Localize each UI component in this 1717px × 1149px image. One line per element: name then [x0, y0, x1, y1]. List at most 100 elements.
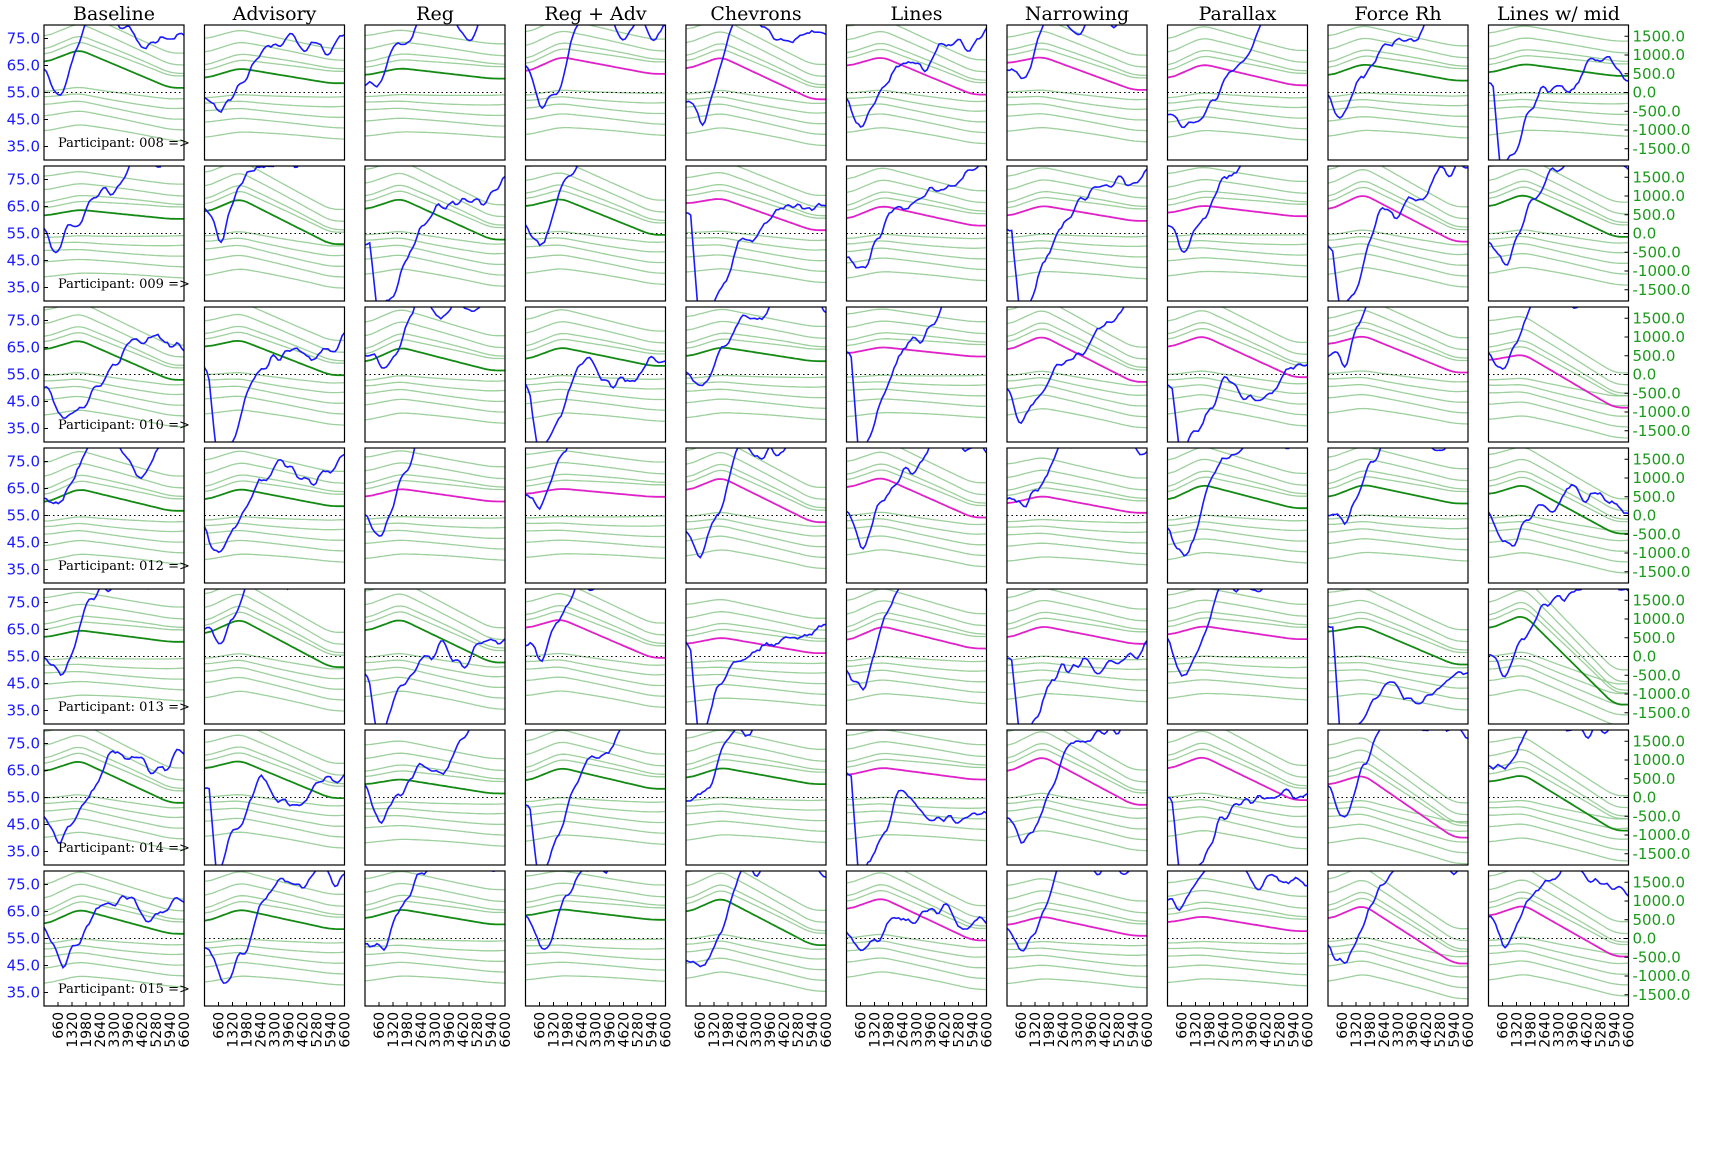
speed-line — [1328, 448, 1447, 526]
panel — [845, 588, 988, 725]
percentile-band-line — [204, 325, 345, 362]
percentile-band-line — [1167, 830, 1308, 850]
right-tick-label: 500.0 — [1633, 488, 1676, 506]
panel-frame — [364, 306, 506, 443]
speed-line — [204, 773, 345, 865]
percentile-band-line — [365, 398, 505, 413]
panel-frame — [364, 729, 506, 866]
percentile-band-line — [365, 388, 505, 403]
percentile-band-line — [204, 900, 345, 918]
percentile-band-line — [525, 894, 666, 906]
mean-trajectory-line — [1007, 205, 1147, 222]
mean-trajectory-line — [44, 209, 184, 220]
x-tick-label: 1320 — [65, 1012, 81, 1048]
percentile-band-line — [525, 796, 666, 803]
percentile-band-line — [1488, 340, 1629, 394]
percentile-band-line — [1488, 799, 1629, 820]
panel-background — [525, 871, 666, 1006]
percentile-band-line — [44, 450, 184, 477]
participant-label: Participant: 009 => — [58, 277, 190, 292]
panel — [1006, 870, 1148, 1007]
x-tick-label: 3960 — [603, 1012, 619, 1048]
speed-line — [204, 871, 345, 984]
percentile-band-line — [365, 529, 505, 540]
mean-trajectory-line — [686, 767, 826, 785]
percentile-band-line — [1007, 179, 1147, 199]
right-tick-label: -1000.0 — [1633, 544, 1691, 562]
x-tick-label: 2640 — [93, 1012, 109, 1048]
right-tick-label: -1000.0 — [1633, 967, 1691, 985]
right-tick-label: 500.0 — [1633, 65, 1676, 83]
panel-frame — [1327, 729, 1469, 866]
x-tick-label: 660 — [1335, 1012, 1351, 1039]
percentile-band-line — [846, 758, 987, 769]
percentile-band-line — [1007, 679, 1147, 692]
percentile-band-line — [846, 320, 987, 335]
percentile-band-line — [846, 113, 987, 134]
percentile-band-line — [44, 938, 184, 946]
percentile-band-line — [1488, 837, 1629, 862]
percentile-band-line — [1167, 55, 1308, 74]
speed-line — [1328, 307, 1367, 369]
panel — [1327, 870, 1469, 1007]
percentile-band-line — [686, 49, 826, 88]
percentile-band-line — [365, 184, 505, 226]
panel-background — [686, 307, 826, 442]
percentile-band-line — [1007, 233, 1147, 238]
percentile-band-line — [525, 975, 666, 982]
percentile-band-line — [204, 938, 345, 944]
panel — [1166, 588, 1309, 725]
percentile-band-line — [525, 666, 666, 687]
percentile-band-line — [44, 657, 184, 661]
x-tick-label: 3960 — [1405, 1012, 1421, 1048]
percentile-band-line — [1007, 617, 1147, 633]
panel — [845, 165, 988, 302]
panel-frame — [203, 306, 346, 443]
left-tick-label: 75.0 — [7, 594, 40, 612]
percentile-band-line — [1167, 129, 1308, 141]
panel — [524, 870, 667, 1007]
percentile-band-line — [1488, 675, 1629, 716]
percentile-band-line — [525, 268, 666, 286]
percentile-band-line — [44, 516, 184, 523]
panel-background — [1007, 166, 1147, 301]
percentile-band-line — [1167, 792, 1308, 808]
percentile-band-line — [686, 599, 826, 619]
panel-frame — [1327, 588, 1469, 725]
percentile-band-line — [204, 895, 345, 916]
panel-frame — [1327, 447, 1469, 584]
left-tick-label: 75.0 — [7, 30, 40, 48]
mean-trajectory-line — [846, 477, 987, 519]
x-tick-label: 3960 — [1084, 1012, 1100, 1048]
percentile-band-line — [846, 374, 987, 378]
speed-line — [365, 871, 497, 952]
percentile-band-line — [1007, 191, 1147, 208]
panel-frame — [364, 24, 506, 161]
x-tick-label: 6600 — [177, 1012, 193, 1048]
percentile-band-line — [44, 272, 184, 279]
percentile-band-line — [204, 666, 345, 690]
percentile-band-line — [1167, 692, 1308, 701]
left-tick-label: 65.0 — [7, 57, 40, 75]
percentile-band-line — [525, 244, 666, 264]
speed-line — [1167, 589, 1264, 677]
percentile-band-line — [1007, 954, 1147, 967]
panel — [203, 165, 346, 302]
percentile-band-line — [1167, 679, 1308, 690]
right-tick-label: -500.0 — [1633, 666, 1681, 684]
mean-trajectory-line — [365, 199, 505, 241]
speed-line — [365, 307, 481, 369]
percentile-band-line — [204, 480, 345, 495]
percentile-band-line — [204, 746, 345, 785]
percentile-band-line — [686, 549, 826, 570]
x-tick-label: 1980 — [882, 1012, 898, 1048]
panel: Participant: 015 => — [43, 870, 190, 1007]
percentile-band-line — [686, 244, 826, 262]
percentile-band-line — [1488, 25, 1629, 42]
x-tick-label: 660 — [1496, 1012, 1512, 1039]
left-tick-label: 55.0 — [7, 930, 40, 948]
percentile-band-line — [686, 884, 826, 932]
speed-line — [686, 730, 754, 802]
percentile-band-line — [365, 59, 505, 68]
panel-frame — [1327, 24, 1469, 161]
